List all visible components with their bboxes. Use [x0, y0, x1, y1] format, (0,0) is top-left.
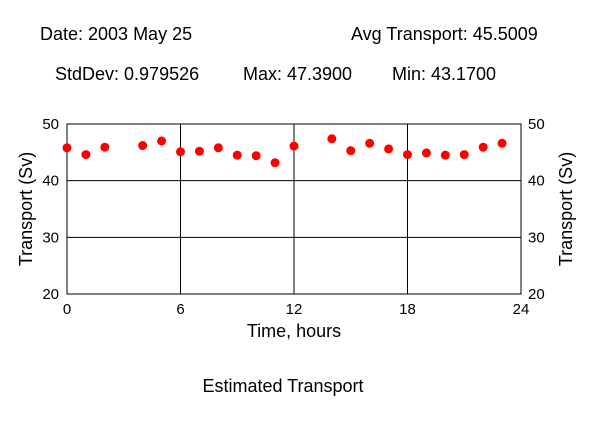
- data-point: [194, 146, 204, 156]
- x-tick-label: 12: [286, 301, 303, 318]
- y-tick-label-left: 40: [42, 173, 59, 190]
- y-tick-label-right: 30: [528, 229, 545, 246]
- x-tick-label: 0: [63, 301, 71, 318]
- y-tick-label-right: 20: [528, 286, 545, 303]
- x-tick-label: 6: [176, 301, 184, 318]
- data-point: [327, 134, 337, 144]
- y-tick-label-right: 50: [528, 116, 545, 133]
- data-point: [157, 136, 167, 146]
- x-axis-label: Time, hours: [247, 321, 341, 341]
- data-point: [81, 150, 91, 160]
- y-tick-label-left: 20: [42, 286, 59, 303]
- date-label: Date: 2003 May 25: [40, 24, 193, 44]
- data-point: [100, 142, 110, 152]
- data-point: [497, 138, 507, 148]
- data-point: [403, 150, 412, 160]
- data-point: [62, 143, 72, 153]
- data-point: [232, 150, 242, 160]
- y-tick-label-right: 40: [528, 173, 545, 190]
- data-point: [270, 158, 280, 168]
- x-tick-label: 24: [513, 301, 530, 318]
- y-axis-label-right: Transport (Sv): [556, 152, 576, 266]
- data-point: [478, 142, 488, 152]
- stddev-label: StdDev: 0.979526: [55, 64, 200, 84]
- data-point: [346, 146, 356, 156]
- x-tick-label: 18: [399, 301, 416, 318]
- data-point: [289, 141, 299, 151]
- data-point: [213, 143, 223, 153]
- avg-transport-label: Avg Transport: 45.5009: [351, 24, 538, 44]
- y-axis-label-left: Transport (Sv): [16, 152, 36, 266]
- min-label: Min: 43.1700: [392, 64, 497, 84]
- data-point: [421, 148, 431, 158]
- data-point: [384, 144, 394, 154]
- data-point: [365, 138, 375, 148]
- max-label: Max: 47.3900: [243, 64, 353, 84]
- y-tick-label-left: 30: [42, 229, 59, 246]
- y-tick-label-left: 50: [42, 116, 59, 133]
- plot-frame: [66, 123, 522, 295]
- data-point: [440, 150, 450, 160]
- data-point: [251, 151, 261, 161]
- data-point: [459, 150, 469, 160]
- data-point: [138, 141, 148, 151]
- data-points: [62, 134, 507, 168]
- data-point: [176, 147, 185, 157]
- chart-caption: Estimated Transport: [202, 376, 363, 396]
